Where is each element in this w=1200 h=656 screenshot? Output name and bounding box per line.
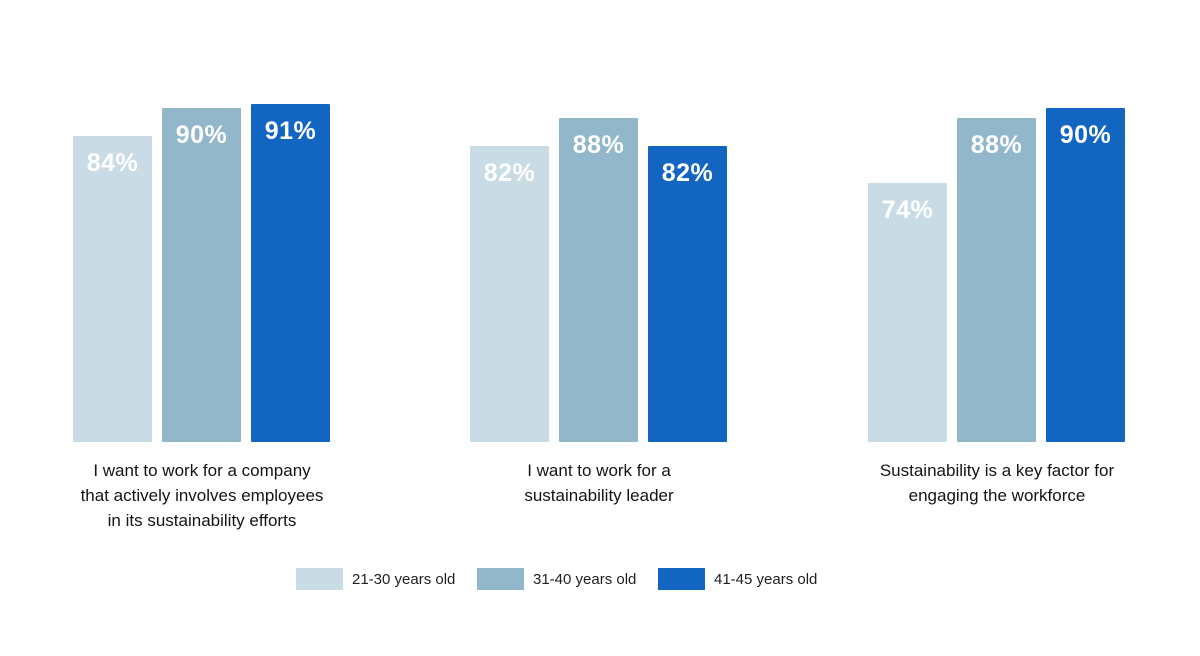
bar-value-label: 90% (1059, 121, 1112, 149)
legend: 21-30 years old 31-40 years old 41-45 year… (296, 568, 839, 590)
bar-41-45-group-3: 90% (1046, 108, 1125, 442)
category-label-2: I want to work for a sustainability lead… (524, 461, 674, 505)
bar-21-30-group-3: 74% (868, 183, 947, 442)
bar-value-label: 88% (970, 131, 1023, 159)
bar-group-1: 84% 90% 91% (73, 95, 330, 442)
bar-value-label: 74% (881, 196, 934, 224)
legend-swatch-icon (296, 568, 343, 590)
bar-21-30-group-2: 82% (470, 146, 549, 442)
bar-group-2: 82% 88% 82% (470, 95, 727, 442)
bar-value-label: 82% (661, 159, 714, 187)
legend-item-2: 31-40 years old (477, 568, 658, 590)
bar-31-40-group-2: 88% (559, 118, 638, 442)
legend-swatch-icon (658, 568, 705, 590)
bar-value-label: 91% (264, 117, 317, 145)
legend-label: 21-30 years old (352, 570, 456, 588)
bar-21-30-group-1: 84% (73, 136, 152, 442)
bar-value-label: 82% (483, 159, 536, 187)
bar-value-label: 84% (86, 149, 139, 177)
bar-41-45-group-1: 91% (251, 104, 330, 442)
bar-value-label: 90% (175, 121, 228, 149)
legend-label: 41-45 years old (714, 570, 818, 588)
legend-item-3: 41-45 years old (658, 568, 839, 590)
legend-item-1: 21-30 years old (296, 568, 477, 590)
category-label-1: I want to work for a company that active… (80, 461, 324, 530)
bar-group-3: 74% 88% 90% (868, 95, 1125, 442)
legend-swatch-icon (477, 568, 524, 590)
bar-value-label: 88% (572, 131, 625, 159)
bar-31-40-group-1: 90% (162, 108, 241, 442)
category-label-3: Sustainability is a key factor for engag… (879, 461, 1115, 505)
bar-41-45-group-2: 82% (648, 146, 727, 442)
legend-label: 31-40 years old (533, 570, 637, 588)
bar-31-40-group-3: 88% (957, 118, 1036, 442)
